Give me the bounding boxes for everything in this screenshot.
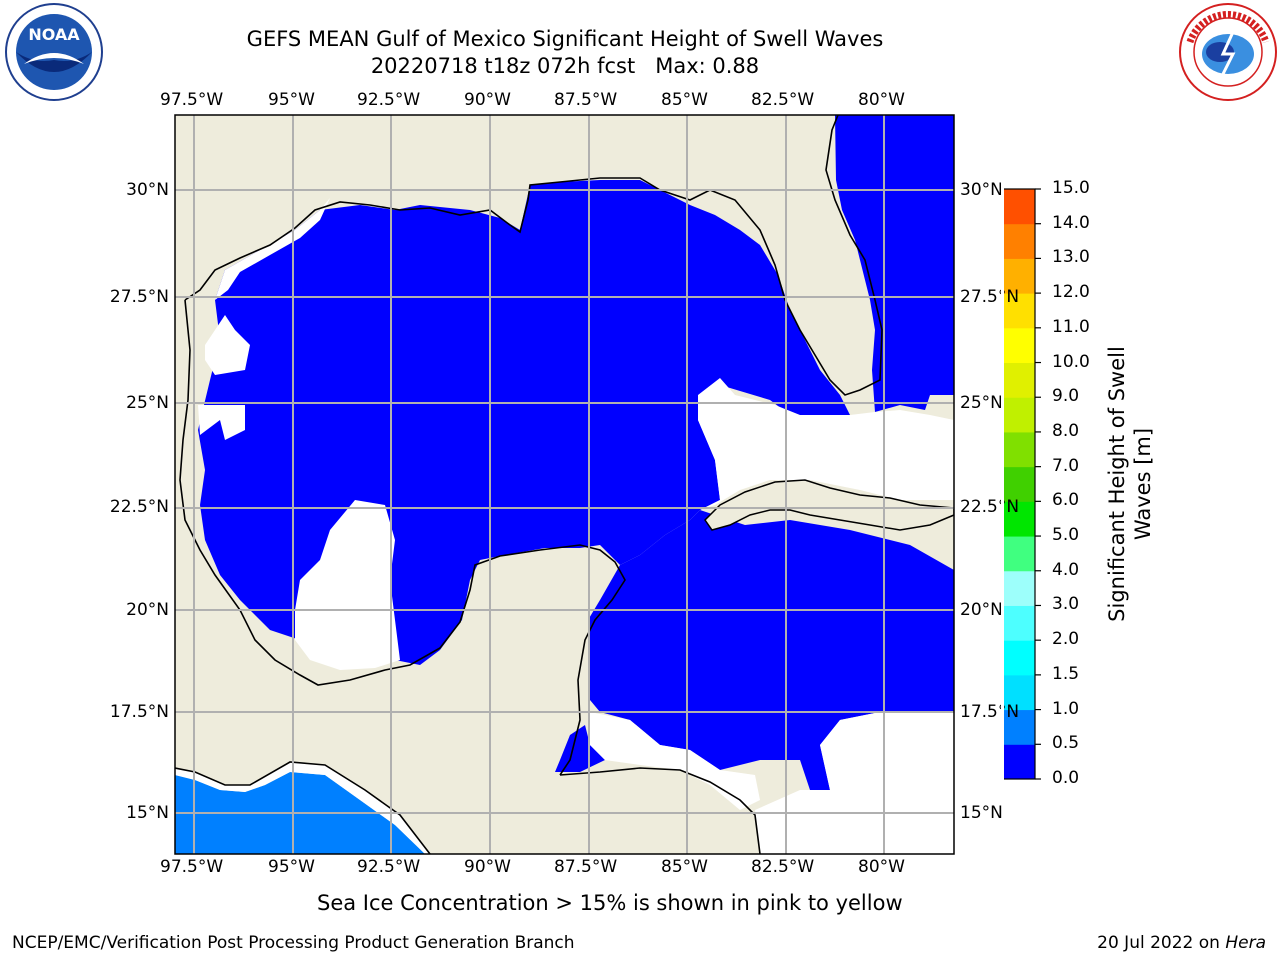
colorbar-segment xyxy=(1003,536,1035,572)
lon-label-bottom: 90°W xyxy=(464,857,511,877)
colorbar-tick-label: 6.0 xyxy=(1052,490,1080,511)
colorbar-segment xyxy=(1003,709,1035,745)
colorbar-segment xyxy=(1003,466,1035,502)
colorbar-segment xyxy=(1003,293,1035,329)
colorbar-segment xyxy=(1003,431,1035,468)
gulf-nodata-patch-2 xyxy=(205,315,250,375)
colorbar-segment xyxy=(1003,674,1035,711)
colorbar-segment xyxy=(1003,605,1035,641)
cuba-land xyxy=(704,479,954,531)
lat-label-right: 20°N xyxy=(960,600,1003,620)
lat-label-left: 22.5°N xyxy=(109,497,169,517)
pacific-coastline xyxy=(175,761,431,854)
lat-label-left: 15°N xyxy=(126,803,169,823)
lat-label-left: 30°N xyxy=(126,180,169,200)
footer-host: Hera xyxy=(1225,933,1266,953)
colorbar-tick-label: 9.0 xyxy=(1052,386,1080,407)
colorbar-tick-label: 13.0 xyxy=(1052,247,1090,268)
chart-subtitle: 20220718 t18z 072h fcst Max: 0.88 xyxy=(370,54,760,78)
map-gridlines xyxy=(175,115,954,854)
colorbar-tick-label: 0.0 xyxy=(1052,768,1080,788)
lat-label-right: 27.5°N xyxy=(960,287,1020,307)
lon-label-bottom: 82.5°W xyxy=(751,857,815,877)
colorbar-tick-label: 12.0 xyxy=(1052,282,1090,303)
colorbar-tick-label: 4.0 xyxy=(1052,559,1080,580)
colorbar-tick-label: 5.0 xyxy=(1052,525,1080,546)
colorbar-segment xyxy=(1003,189,1035,225)
lat-label-left: 25°N xyxy=(126,393,169,413)
florida-straits-nodata xyxy=(698,378,954,510)
lon-label-top: 80°W xyxy=(858,90,905,110)
lon-label-top: 87.5°W xyxy=(554,90,618,110)
lat-label-right: 15°N xyxy=(960,803,1003,823)
sea-ice-caption: Sea Ice Concentration > 15% is shown in … xyxy=(317,891,903,915)
caribbean-swell xyxy=(588,510,954,790)
colorbar-segment xyxy=(1003,223,1035,259)
honduras-nodata xyxy=(590,712,760,810)
lat-label-left: 20°N xyxy=(126,600,169,620)
colorbar-tick-label: 14.0 xyxy=(1052,212,1090,233)
lat-label-right: 25°N xyxy=(960,393,1003,413)
footer-branch: NCEP/EMC/Verification Post Processing Pr… xyxy=(12,933,575,953)
lat-label-right: 30°N xyxy=(960,180,1003,200)
lon-label-top: 90°W xyxy=(464,90,511,110)
lat-label-left: 27.5°N xyxy=(109,287,169,307)
lon-label-bottom: 80°W xyxy=(858,857,905,877)
colorbar-label: Significant Height of Swell Waves [m] xyxy=(1105,346,1155,622)
caribbean-nodata-east xyxy=(755,712,954,854)
gulf-nodata-patch-3 xyxy=(198,405,245,440)
gulf-nodata-patch xyxy=(295,500,400,670)
noaa-logo-text: NOAA xyxy=(28,25,80,44)
colorbar-tick-label: 11.0 xyxy=(1052,316,1090,337)
footer-date-text: 20 Jul 2022 on xyxy=(1097,933,1226,953)
map-frame xyxy=(174,114,955,855)
lon-label-bottom: 92.5°W xyxy=(357,857,421,877)
lon-label-bottom: 85°W xyxy=(661,857,708,877)
colorbar-segment xyxy=(1003,640,1035,676)
colorbar xyxy=(1003,188,1041,780)
lat-label-left: 17.5°N xyxy=(109,702,169,722)
colorbar-tick-label: 8.0 xyxy=(1052,420,1080,441)
lon-label-top: 92.5°W xyxy=(357,90,421,110)
lon-label-top: 82.5°W xyxy=(751,90,815,110)
lon-label-bottom: 87.5°W xyxy=(554,857,618,877)
lon-label-top: 85°W xyxy=(661,90,708,110)
footer-date: 20 Jul 2022 on Hera xyxy=(1097,933,1266,953)
colorbar-segment xyxy=(1003,570,1035,606)
colorbar-tick-label: 15.0 xyxy=(1052,178,1090,198)
lon-label-top: 97.5°W xyxy=(160,90,224,110)
colorbar-tick-label: 0.5 xyxy=(1052,733,1080,754)
chart-title: GEFS MEAN Gulf of Mexico Significant Hei… xyxy=(246,27,884,51)
coastal-nodata-band xyxy=(215,198,330,300)
caribbean-swell-west xyxy=(555,725,605,772)
colorbar-tick-label: 2.0 xyxy=(1052,629,1080,650)
colorbar-segment xyxy=(1003,258,1035,294)
colorbar-tick-label: 1.0 xyxy=(1052,698,1080,719)
colorbar-segment xyxy=(1003,397,1035,433)
map-area xyxy=(175,115,954,854)
colorbar-tick-label: 3.0 xyxy=(1052,594,1080,615)
colorbar-segment xyxy=(1003,362,1035,398)
colorbar-tick-label: 7.0 xyxy=(1052,455,1080,476)
colorbar-tick-label: 1.5 xyxy=(1052,663,1080,684)
colorbar-segment xyxy=(1003,501,1035,537)
mexico-coastline xyxy=(179,299,626,776)
lon-label-bottom: 95°W xyxy=(268,857,315,877)
colorbar-gap xyxy=(1001,170,1004,790)
colorbar-tick-label: 10.0 xyxy=(1052,351,1090,372)
colorbar-segment xyxy=(1003,744,1035,780)
colorbar-segment xyxy=(1003,327,1035,364)
lon-label-bottom: 97.5°W xyxy=(160,857,224,877)
lon-label-top: 95°W xyxy=(268,90,315,110)
lat-label-right: 22.5°N xyxy=(960,497,1020,517)
nws-logo xyxy=(1178,2,1278,102)
lat-label-right: 17.5°N xyxy=(960,702,1020,722)
noaa-logo: NOAA xyxy=(4,2,104,102)
